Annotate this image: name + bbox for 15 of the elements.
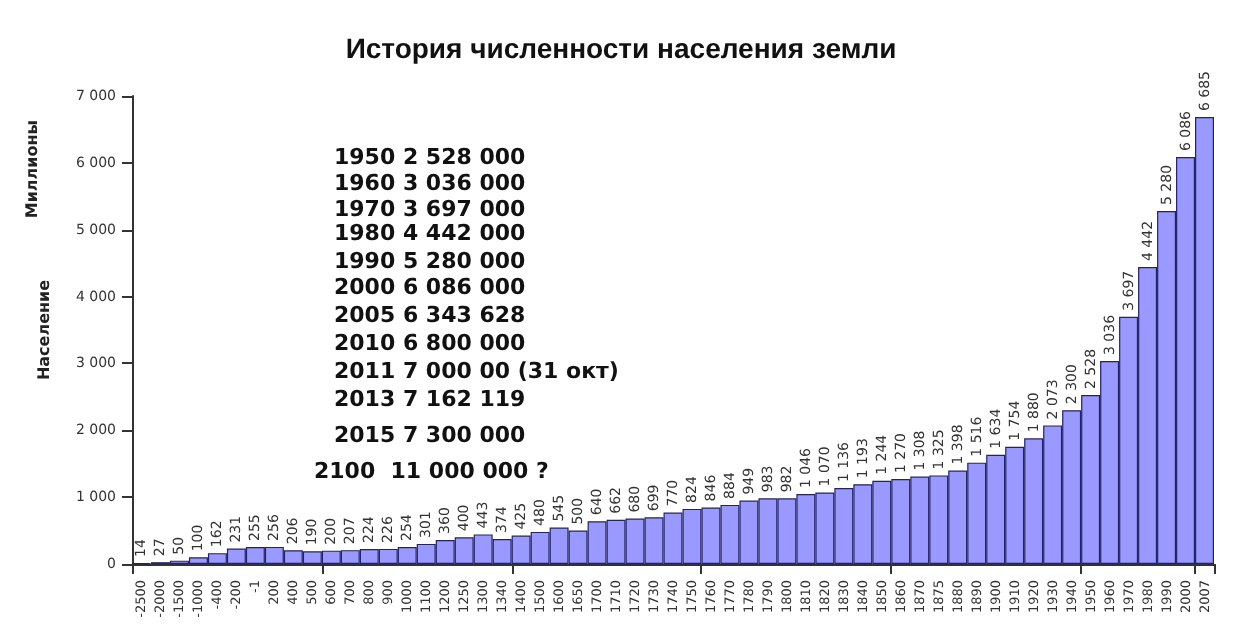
annotation: 2000 6 086 000 (334, 274, 527, 300)
annotation: 2005 6 343 628 (334, 302, 526, 328)
annotation: 2010 6 800 000 (334, 330, 527, 356)
annotation: 2100 11 000 000 ? (314, 458, 549, 484)
annotation: 1970 3 697 000 (334, 196, 527, 222)
annotation: 2013 7 162 119 (334, 386, 526, 412)
annotation: 2011 7 000 00 (31 окт) (334, 358, 619, 384)
text: Миллионы (23, 119, 41, 219)
y-axis-title: Население (35, 278, 53, 381)
annotation: 1990 5 280 000 (334, 248, 527, 274)
annotation: 2015 7 300 000 (334, 422, 527, 448)
chart-title: История численности населения земли (345, 32, 897, 64)
annotation: 1950 2 528 000 (334, 144, 527, 170)
annotation: 1960 3 036 000 (334, 170, 527, 196)
annotation: 1980 4 442 000 (334, 220, 527, 246)
